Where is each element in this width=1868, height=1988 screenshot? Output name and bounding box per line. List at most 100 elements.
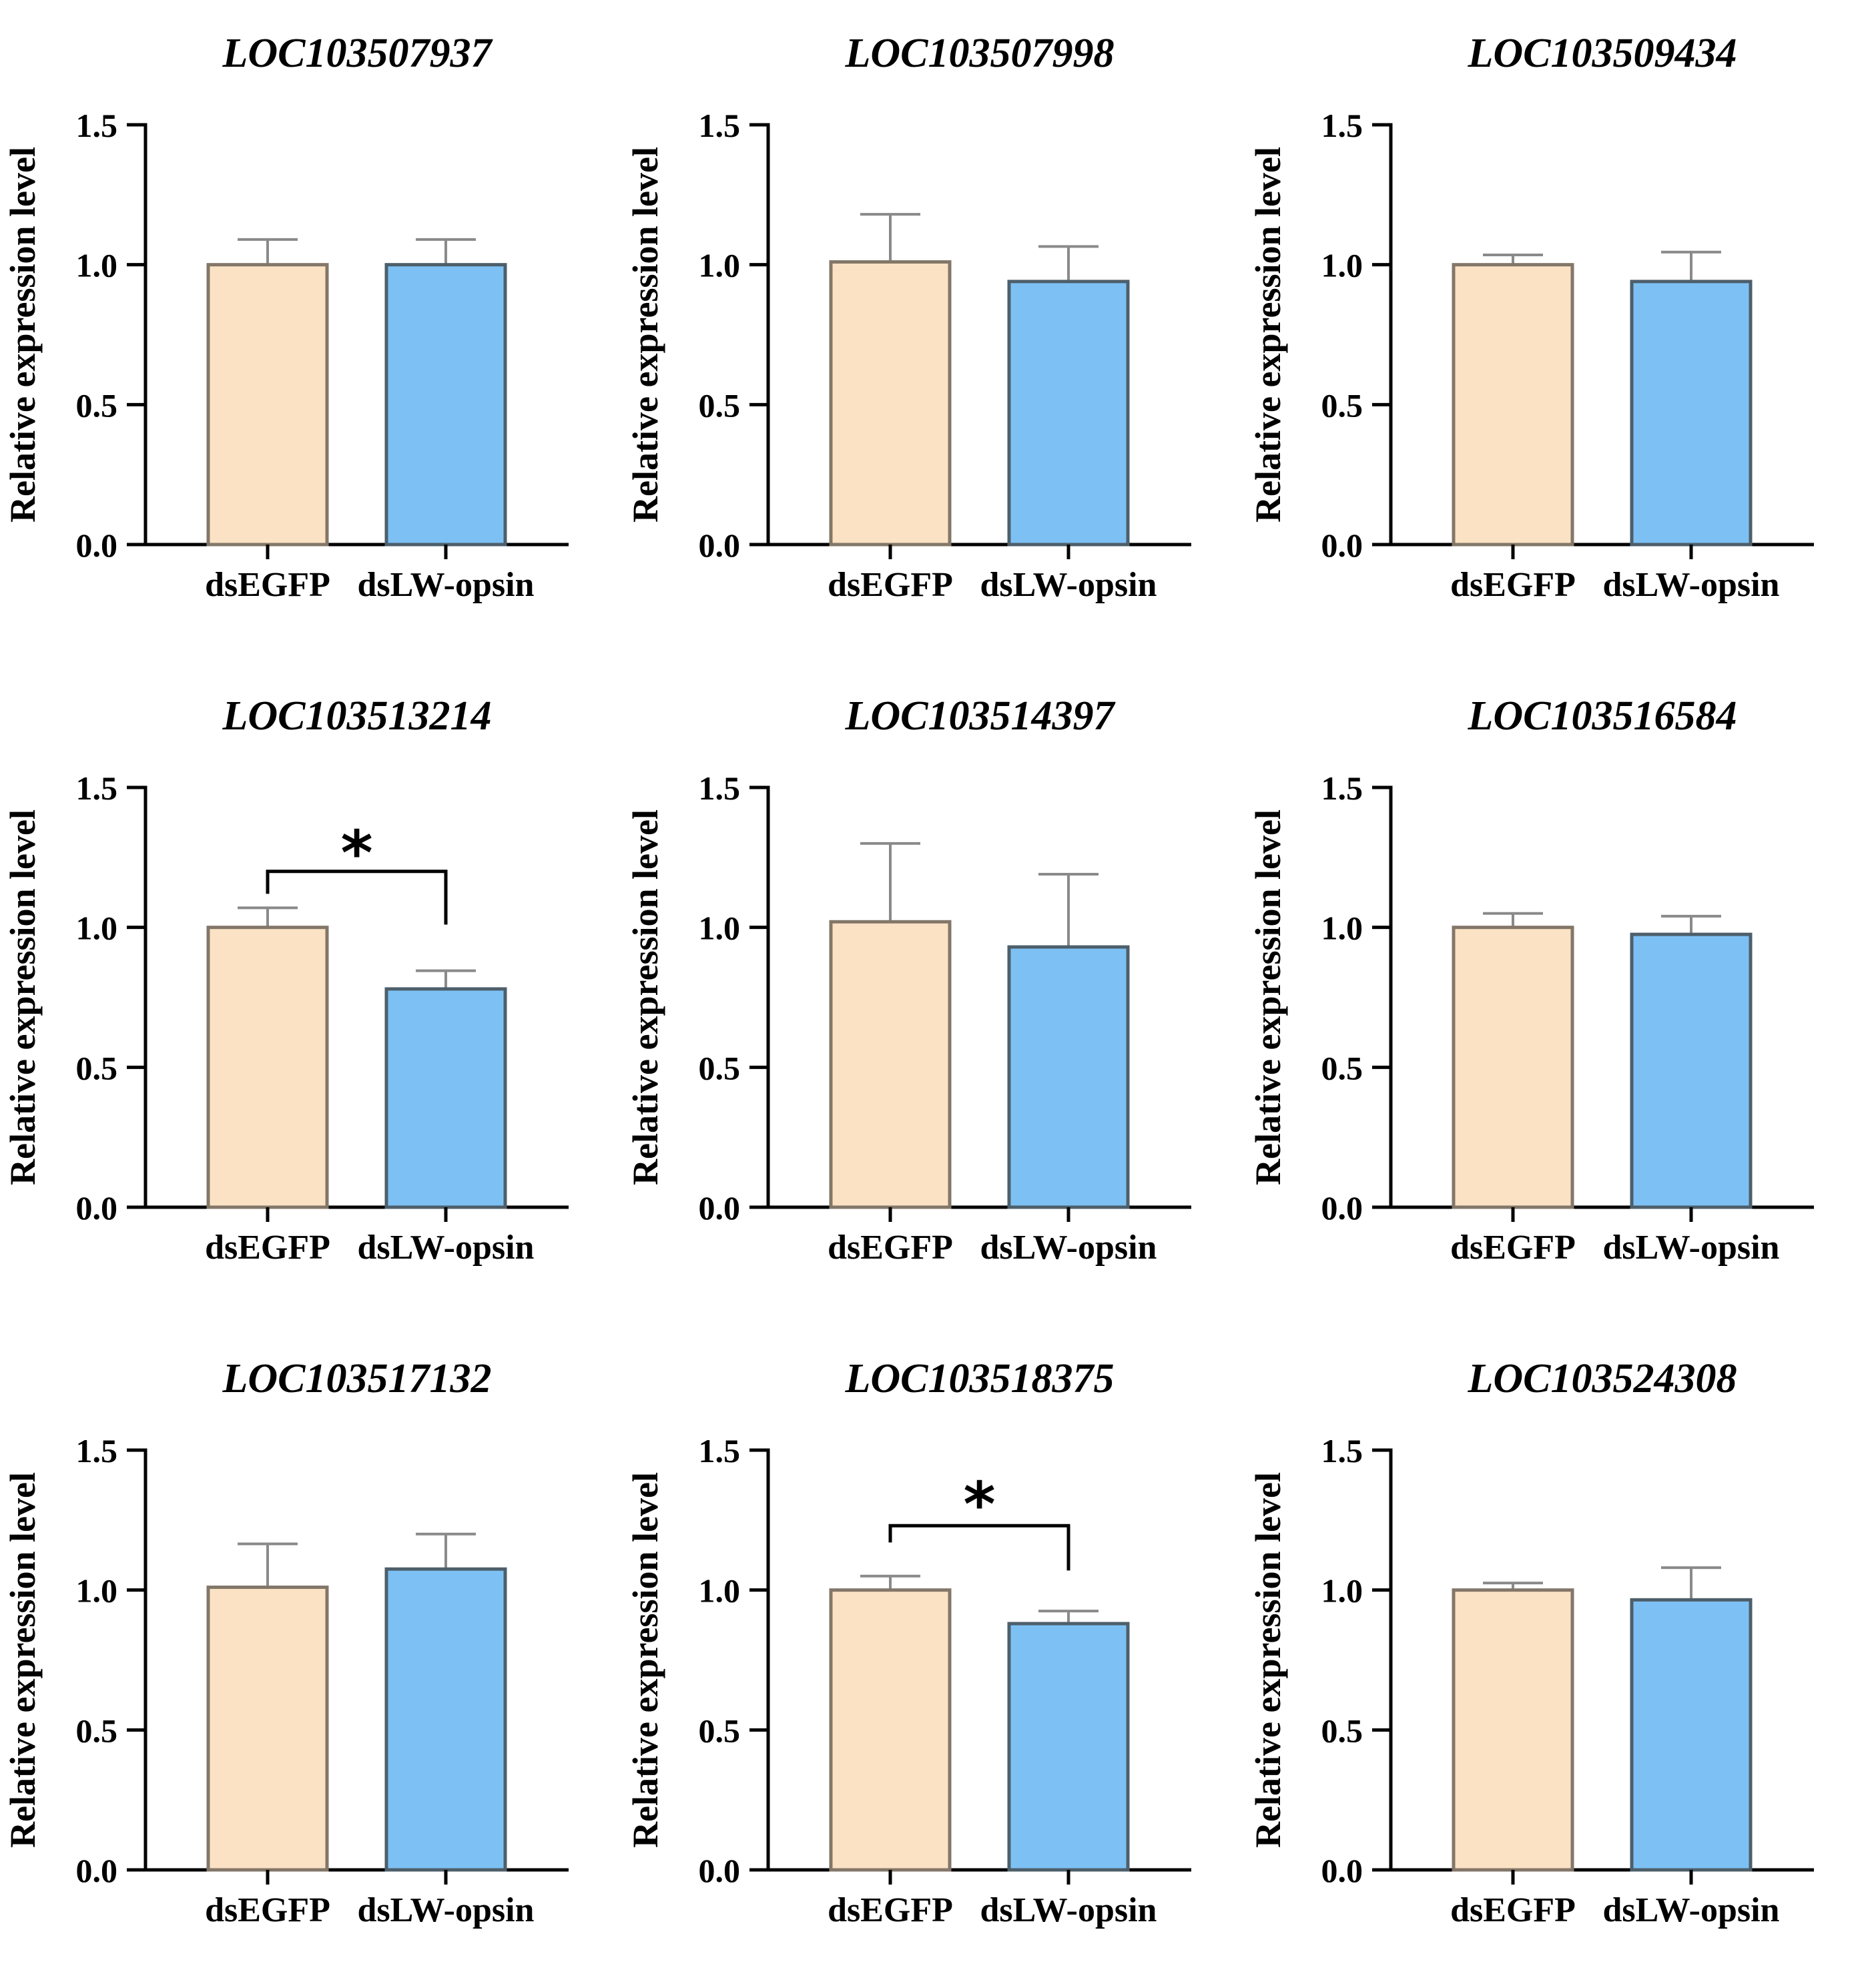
y-tick-label: 0.0 — [699, 1189, 741, 1227]
chart-title: LOC103524308 — [1468, 1356, 1737, 1401]
y-tick-label: 0.0 — [1321, 1189, 1363, 1227]
chart-title: LOC103514397 — [845, 693, 1117, 739]
x-axis-label: dsLW-opsin — [1603, 1891, 1780, 1929]
bar-dsEGFP — [206, 1585, 329, 1872]
bar-chart: LOC103507998 Relative expression level 0.0… — [625, 31, 1191, 604]
y-tick-label: 0.5 — [1321, 386, 1363, 424]
chart-title: LOC103507998 — [845, 31, 1115, 76]
y-axis-title: Relative expression level — [625, 147, 665, 523]
bar-dsEGFP — [829, 920, 952, 1209]
y-axis-title: Relative expression level — [1248, 147, 1288, 523]
y-tick-label: 0.0 — [76, 1852, 118, 1889]
bar-dsLW-opsin — [384, 263, 507, 547]
x-axis-label: dsEGFP — [828, 1891, 953, 1929]
x-axis-label: dsLW-opsin — [1603, 566, 1780, 604]
y-tick-label: 1.0 — [1321, 247, 1363, 284]
y-tick-label: 1.5 — [699, 769, 741, 807]
y-tick-label: 0.0 — [699, 1852, 741, 1889]
bar-dsEGFP — [829, 260, 952, 547]
y-tick-label: 1.5 — [1321, 107, 1363, 144]
x-axis-label: dsEGFP — [828, 1229, 953, 1267]
y-axis-title: Relative expression level — [3, 147, 43, 523]
chart-panel-2: LOC103507998 Relative expression level 0.0… — [623, 0, 1245, 663]
y-tick-label: 0.0 — [76, 527, 118, 564]
bar-chart: LOC103518375 Relative expression level 0.0… — [625, 1356, 1191, 1929]
y-tick-label: 0.5 — [1321, 1049, 1363, 1086]
x-axis-label: dsLW-opsin — [358, 566, 535, 604]
x-axis-label: dsEGFP — [205, 1229, 330, 1267]
chart-panel-5: LOC103514397 Relative expression level 0.0… — [623, 663, 1245, 1325]
y-tick-label: 1.0 — [699, 1572, 741, 1610]
chart-title: LOC103509434 — [1468, 31, 1737, 76]
y-tick-label: 0.0 — [1321, 1852, 1363, 1889]
y-tick-label: 0.5 — [76, 386, 118, 424]
bar-chart: LOC103507937 Relative expression level 0.0… — [3, 31, 569, 604]
y-tick-label: 1.0 — [1321, 1572, 1363, 1610]
y-tick-label: 1.5 — [699, 107, 741, 144]
bar-dsLW-opsin — [1630, 932, 1753, 1209]
bar-dsEGFP — [1452, 926, 1574, 1209]
bar-dsLW-opsin — [1007, 1622, 1130, 1872]
y-tick-label: 0.5 — [699, 1712, 741, 1749]
bar-dsLW-opsin — [1007, 280, 1130, 547]
y-axis-title: Relative expression level — [3, 1472, 43, 1848]
y-tick-label: 0.0 — [1321, 527, 1363, 564]
y-tick-label: 1.5 — [76, 1432, 118, 1469]
x-axis-label: dsEGFP — [205, 1891, 330, 1929]
y-tick-label: 1.0 — [76, 910, 118, 947]
chart-panel-4: LOC103513214 Relative expression level 0.0… — [0, 663, 623, 1325]
y-tick-label: 1.5 — [1321, 769, 1363, 807]
x-axis-label: dsEGFP — [828, 566, 953, 604]
y-tick-label: 1.0 — [699, 247, 741, 284]
x-axis-label: dsEGFP — [1450, 1891, 1576, 1929]
chart-title: LOC103518375 — [845, 1356, 1115, 1401]
y-tick-label: 1.5 — [76, 769, 118, 807]
chart-title: LOC103516584 — [1468, 693, 1737, 739]
y-axis-title: Relative expression level — [1248, 1472, 1288, 1848]
chart-panel-6: LOC103516584 Relative expression level 0.0… — [1245, 663, 1868, 1325]
y-tick-label: 1.0 — [76, 1572, 118, 1610]
x-axis-label: dsEGFP — [1450, 1229, 1576, 1267]
y-tick-label: 1.5 — [699, 1432, 741, 1469]
bar-chart: LOC103517132 Relative expression level 0.0… — [3, 1356, 569, 1929]
chart-title: LOC103507937 — [222, 31, 494, 76]
y-tick-label: 0.5 — [76, 1049, 118, 1086]
significance-star: * — [963, 1469, 995, 1540]
y-axis-title: Relative expression level — [625, 809, 665, 1185]
y-tick-label: 0.5 — [1321, 1712, 1363, 1749]
y-axis-title: Relative expression level — [1248, 809, 1288, 1185]
x-axis-label: dsLW-opsin — [1603, 1229, 1780, 1267]
significance-star: * — [340, 817, 372, 889]
chart-title: LOC103513214 — [222, 693, 492, 739]
x-axis-label: dsLW-opsin — [980, 566, 1157, 604]
bar-chart: LOC103516584 Relative expression level 0.0… — [1248, 693, 1814, 1267]
bar-chart: LOC103524308 Relative expression level 0.0… — [1248, 1356, 1814, 1929]
y-tick-label: 0.0 — [76, 1189, 118, 1227]
x-axis-label: dsLW-opsin — [358, 1891, 535, 1929]
x-axis-label: dsEGFP — [205, 566, 330, 604]
y-tick-label: 1.5 — [76, 107, 118, 144]
chart-title: LOC103517132 — [222, 1356, 492, 1401]
bar-dsEGFP — [206, 926, 329, 1209]
x-axis-label: dsEGFP — [1450, 566, 1576, 604]
y-axis-title: Relative expression level — [3, 809, 43, 1185]
y-axis-title: Relative expression level — [625, 1472, 665, 1848]
bar-chart: LOC103514397 Relative expression level 0.0… — [625, 693, 1191, 1267]
bar-dsEGFP — [206, 263, 329, 547]
y-tick-label: 0.0 — [699, 527, 741, 564]
bar-dsLW-opsin — [1630, 280, 1753, 547]
y-tick-label: 1.0 — [1321, 910, 1363, 947]
chart-panel-1: LOC103507937 Relative expression level 0.0… — [0, 0, 623, 663]
bar-dsLW-opsin — [384, 1567, 507, 1872]
bar-dsLW-opsin — [1630, 1598, 1753, 1872]
bar-dsEGFP — [829, 1588, 952, 1872]
y-tick-label: 0.5 — [76, 1712, 118, 1749]
x-axis-label: dsLW-opsin — [980, 1891, 1157, 1929]
chart-panel-8: LOC103518375 Relative expression level 0.0… — [623, 1325, 1245, 1988]
bar-dsLW-opsin — [384, 987, 507, 1209]
y-tick-label: 1.0 — [76, 247, 118, 284]
bar-dsEGFP — [1452, 1588, 1574, 1872]
chart-panel-7: LOC103517132 Relative expression level 0.0… — [0, 1325, 623, 1988]
bar-chart: LOC103509434 Relative expression level 0.0… — [1248, 31, 1814, 604]
